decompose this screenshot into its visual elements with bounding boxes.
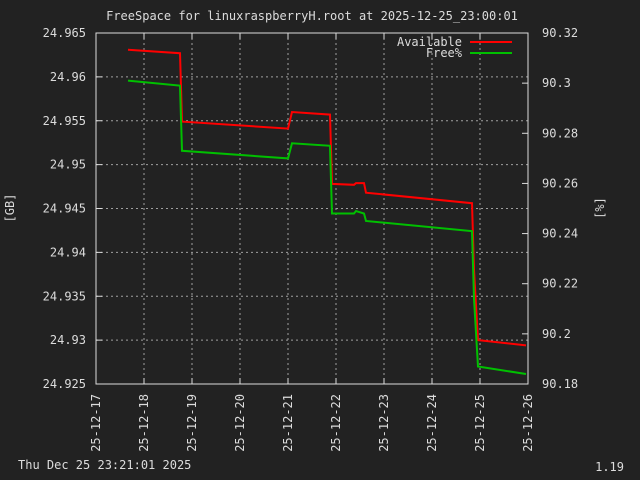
y-tick-label: 24.965 (43, 26, 86, 40)
x-tick-label: 25-12-22 (329, 394, 343, 452)
grid (95, 32, 529, 385)
x-tick-label: 25-12-25 (473, 394, 487, 452)
y-tick-label: 24.955 (43, 114, 86, 128)
series-lines (127, 48, 527, 375)
legend: Available Free% (397, 35, 512, 60)
y-axis-ticks: 24.965 24.96 24.955 24.95 24.945 24.94 24.935 2… (43, 26, 102, 391)
y-tick-label: 24.935 (43, 289, 86, 303)
x-tick-label: 25-12-24 (425, 394, 439, 452)
x-tick-label: 25-12-19 (185, 394, 199, 452)
series-line-available (127, 48, 527, 347)
y-tick-label: 24.925 (43, 377, 86, 391)
y2-tick-label: 90.22 (542, 277, 578, 291)
y-axis-label: [GB] (3, 194, 17, 223)
x-tick-label: 25-12-21 (281, 394, 295, 452)
y2-tick-label: 90.32 (542, 26, 578, 40)
y2-tick-label: 90.28 (542, 126, 578, 140)
y2-tick-label: 90.3 (542, 76, 571, 90)
x-tick-label: 25-12-17 (89, 394, 103, 452)
y2-tick-label: 90.18 (542, 377, 578, 391)
x-tick-label: 25-12-26 (521, 394, 535, 452)
y-tick-label: 24.93 (50, 333, 86, 347)
x-tick-label: 25-12-23 (377, 394, 391, 452)
y-tick-label: 24.945 (43, 202, 86, 216)
y2-tick-label: 90.2 (542, 327, 571, 341)
x-tick-label: 25-12-20 (233, 394, 247, 452)
y-tick-label: 24.95 (50, 158, 86, 172)
x-tick-label: 25-12-18 (137, 394, 151, 452)
footer-version: 1.19 (595, 460, 624, 474)
footer-timestamp: Thu Dec 25 23:21:01 2025 (18, 458, 191, 472)
y2-axis-ticks: 90.32 90.3 90.28 90.26 90.24 90.22 90.2 90.18 (522, 26, 578, 391)
x-axis-ticks: 25-12-17 25-12-18 25-12-19 25-12-20 25-12-21… (89, 33, 535, 452)
legend-label-free: Free% (426, 46, 463, 60)
y2-axis-label: [%] (593, 197, 607, 219)
chart-title: FreeSpace for linuxraspberryH.root at 20… (106, 9, 518, 23)
y2-tick-label: 90.24 (542, 227, 578, 241)
legend-label-available: Available (397, 35, 462, 49)
y-tick-label: 24.96 (50, 70, 86, 84)
y-tick-label: 24.94 (50, 245, 86, 259)
series-line-free (127, 79, 527, 375)
y2-tick-label: 90.26 (542, 176, 578, 190)
